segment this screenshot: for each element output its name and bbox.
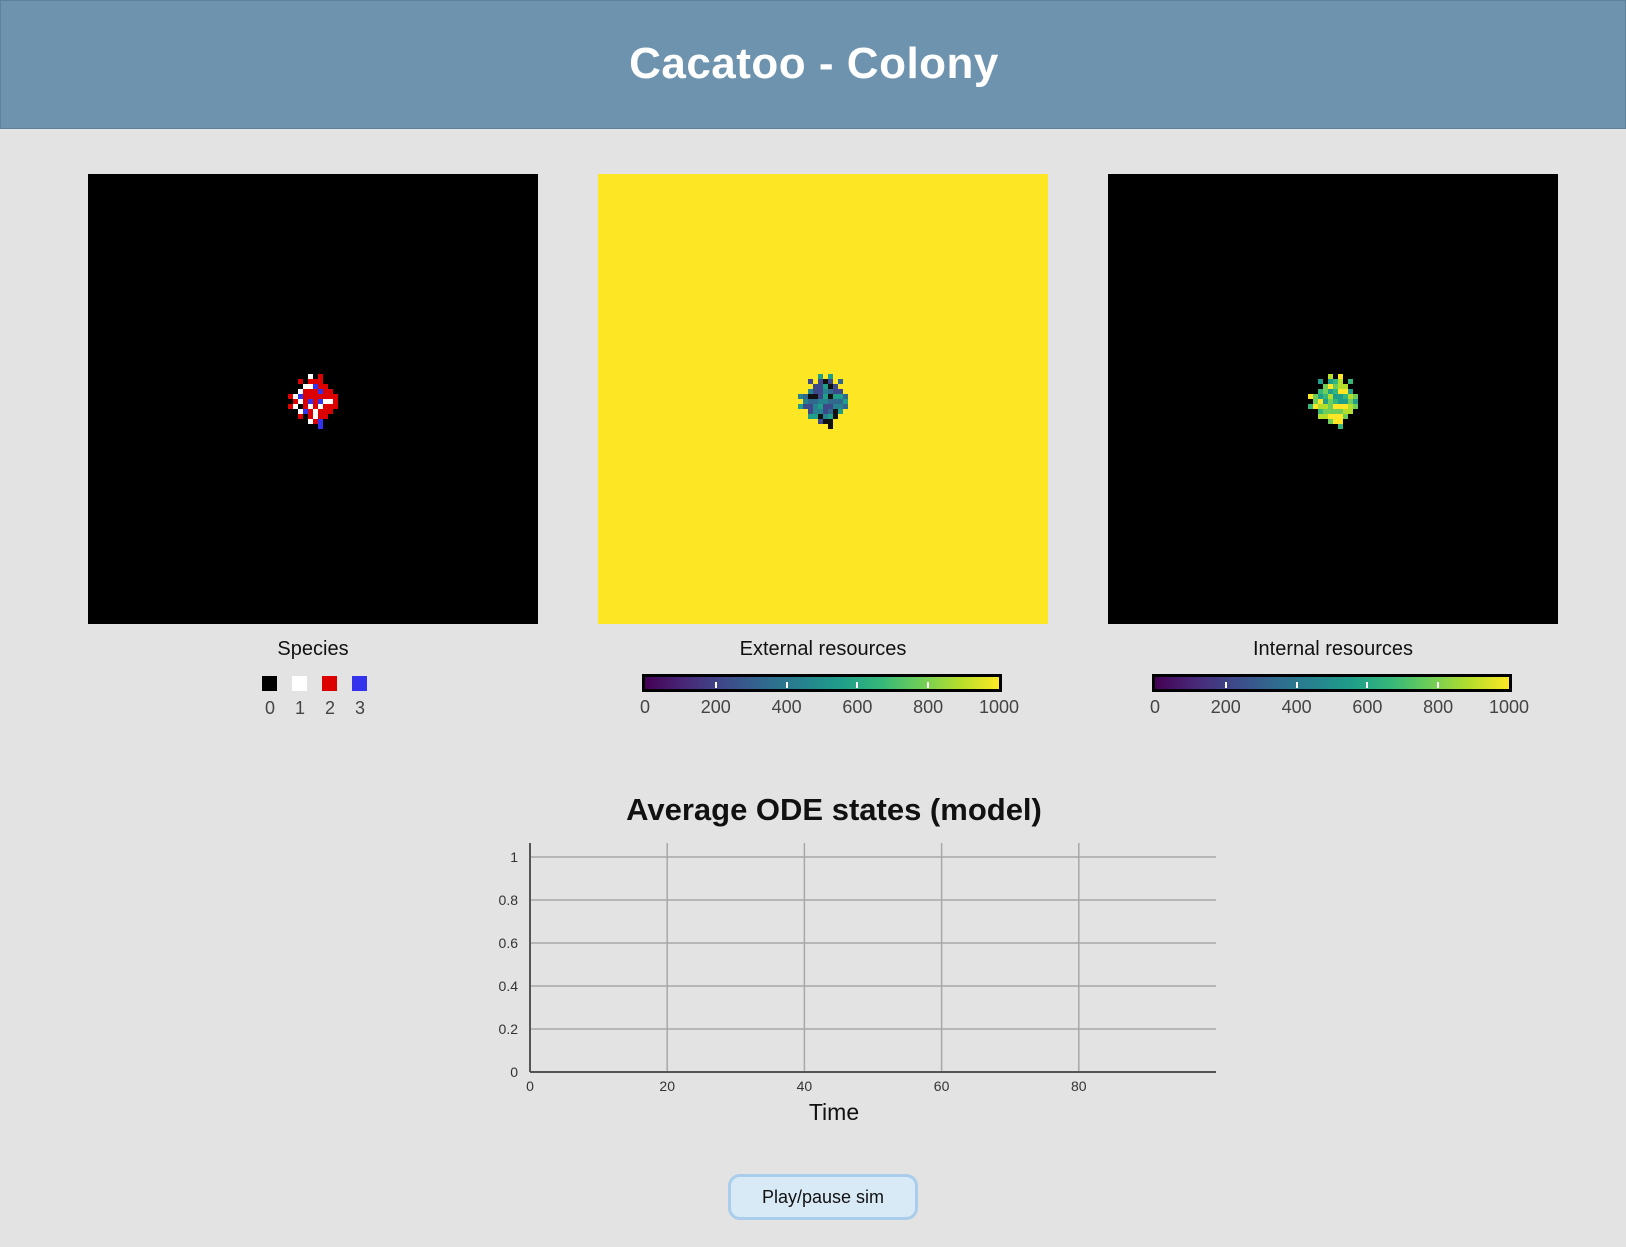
y-tick-label: 0.8: [499, 892, 519, 908]
x-tick-label: 0: [526, 1078, 534, 1094]
external-colorbar-tick: [856, 682, 859, 688]
species-legend-label-0: 0: [264, 698, 275, 718]
x-tick-label: 20: [659, 1078, 675, 1094]
y-tick-label: 0: [510, 1064, 518, 1080]
external-colorbar-label-0: 0: [639, 697, 650, 717]
internal-colorbar-label-200: 200: [1210, 697, 1241, 717]
x-tick-label: 80: [1071, 1078, 1087, 1094]
y-tick-label: 0.6: [499, 935, 519, 951]
internal-colorbar-label-600: 600: [1352, 697, 1383, 717]
external-colorbar-tick: [714, 682, 717, 688]
external-colorbar-label-800: 800: [913, 697, 944, 717]
external-colorbar-label-600: 600: [842, 697, 873, 717]
page-title: Cacatoo - Colony: [629, 38, 999, 88]
x-tick-label: 60: [934, 1078, 950, 1094]
y-tick-label: 1: [510, 849, 518, 865]
external-colorbar-tick: [927, 682, 930, 688]
external-colorbar-gradient: [642, 674, 1002, 692]
x-axis-label: Time: [809, 1099, 859, 1125]
play-pause-button[interactable]: Play/pause sim: [728, 1174, 918, 1220]
internal-colorbar-label-0: 0: [1149, 697, 1160, 717]
external-colorbar-label-200: 200: [700, 697, 731, 717]
ode-states-chart: 0 0.2 0.4 0.6 0.8 1 0 20 40 60 80 Time: [499, 843, 1216, 1125]
external-resources-grid-canvas[interactable]: [598, 174, 1048, 624]
external-colorbar-label-1000: 1000: [978, 697, 1020, 717]
internal-colorbar-label-400: 400: [1281, 697, 1312, 717]
species-legend-label-3: 3: [354, 698, 365, 718]
app-header: Cacatoo - Colony: [0, 0, 1626, 129]
species-panel-label: Species: [277, 638, 349, 660]
external-colorbar-tick: [785, 682, 788, 688]
internal-colorbar-tick: [1366, 682, 1369, 688]
species-legend-label-1: 1: [294, 698, 305, 718]
species-legend-swatch-2: [322, 676, 337, 691]
species-legend-label-2: 2: [324, 698, 335, 718]
species-legend-swatch-3: [352, 676, 367, 691]
internal-resources-label: Internal resources: [1252, 638, 1414, 660]
chart-title: Average ODE states (model): [626, 792, 1042, 827]
internal-colorbar-tick: [1295, 682, 1298, 688]
internal-colorbar-label-1000: 1000: [1488, 697, 1530, 717]
species-legend-swatch-1: [292, 676, 307, 691]
y-tick-label: 0.2: [499, 1021, 519, 1037]
internal-resources-grid-canvas[interactable]: [1108, 174, 1558, 624]
internal-colorbar-tick: [1437, 682, 1440, 688]
y-tick-label: 0.4: [499, 978, 519, 994]
species-legend-swatch-0: [262, 676, 277, 691]
external-colorbar-label-400: 400: [771, 697, 802, 717]
external-resources-label: External resources: [739, 638, 907, 660]
x-tick-label: 40: [797, 1078, 813, 1094]
internal-colorbar-gradient: [1152, 674, 1512, 692]
species-grid-canvas[interactable]: [88, 174, 538, 624]
internal-colorbar-tick: [1224, 682, 1227, 688]
internal-colorbar-label-800: 800: [1423, 697, 1454, 717]
